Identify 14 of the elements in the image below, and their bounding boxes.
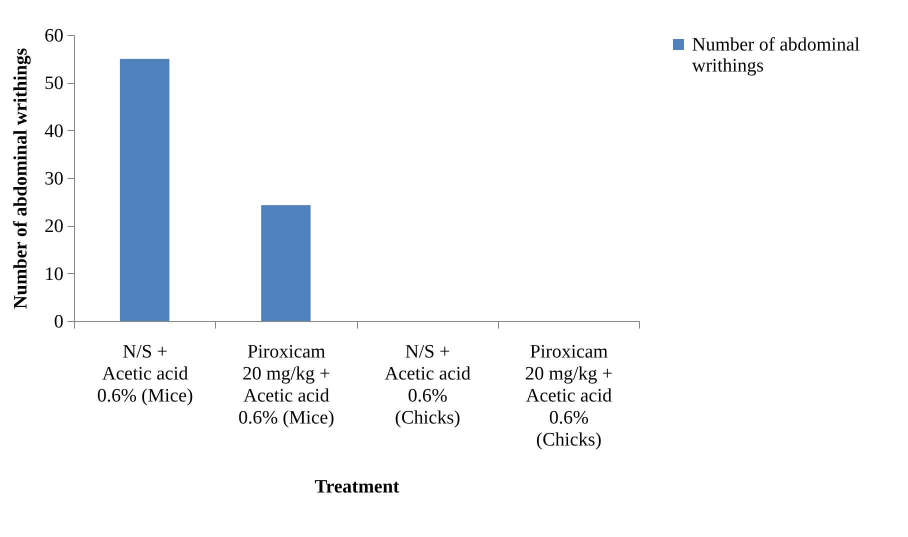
x-tick-label: N/S + Acetic acid 0.6% (Chicks): [384, 342, 472, 428]
legend-label: Number of abdominal writhings: [692, 34, 860, 76]
y-tick-label: 0: [54, 312, 64, 332]
y-axis-title: Number of abdominal writhings: [10, 48, 32, 309]
y-tick-label: 30: [44, 168, 64, 190]
x-axis-title: Treatment: [314, 476, 400, 498]
y-tick-label: 60: [44, 26, 64, 46]
y-tick-label: 50: [44, 73, 64, 94]
y-tick-label: 40: [44, 120, 64, 142]
x-tick-label: Piroxicam 20 mg/kg + Acetic acid 0.6% (Mice): [238, 342, 334, 428]
x-tick-label: N/S + Acetic acid 0.6% (Mice): [97, 342, 194, 406]
y-tick-label: 20: [44, 216, 64, 238]
y-tick-label: 10: [44, 264, 64, 285]
x-tick-label: Piroxicam 20 mg/kg + Acetic acid 0.6% (Chicks): [524, 342, 613, 450]
